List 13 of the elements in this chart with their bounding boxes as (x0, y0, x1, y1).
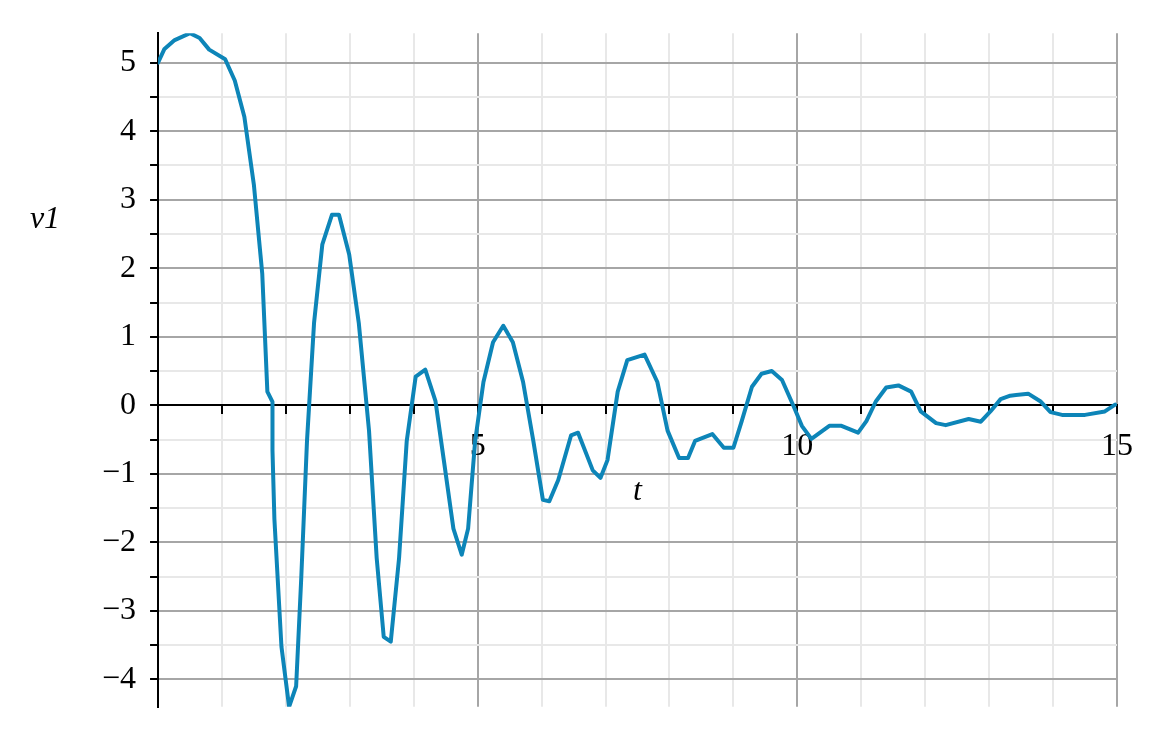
x-axis-title: t (633, 470, 644, 507)
y-tick-label: 3 (120, 179, 137, 216)
y-tick-label: 1 (120, 316, 137, 353)
y-tick-label: −3 (102, 590, 137, 627)
y-tick-label: 2 (120, 247, 137, 284)
y-axis-title: v1 (29, 198, 61, 235)
y-tick-label: 4 (120, 110, 137, 147)
y-tick-label: −1 (102, 453, 137, 490)
y-tick-label: −2 (102, 521, 137, 558)
x-tick-label: 15 (1101, 425, 1133, 462)
y-tick-label: 5 (120, 42, 137, 79)
y-tick-label: −4 (102, 658, 137, 695)
y-tick-label: 0 (120, 384, 137, 421)
